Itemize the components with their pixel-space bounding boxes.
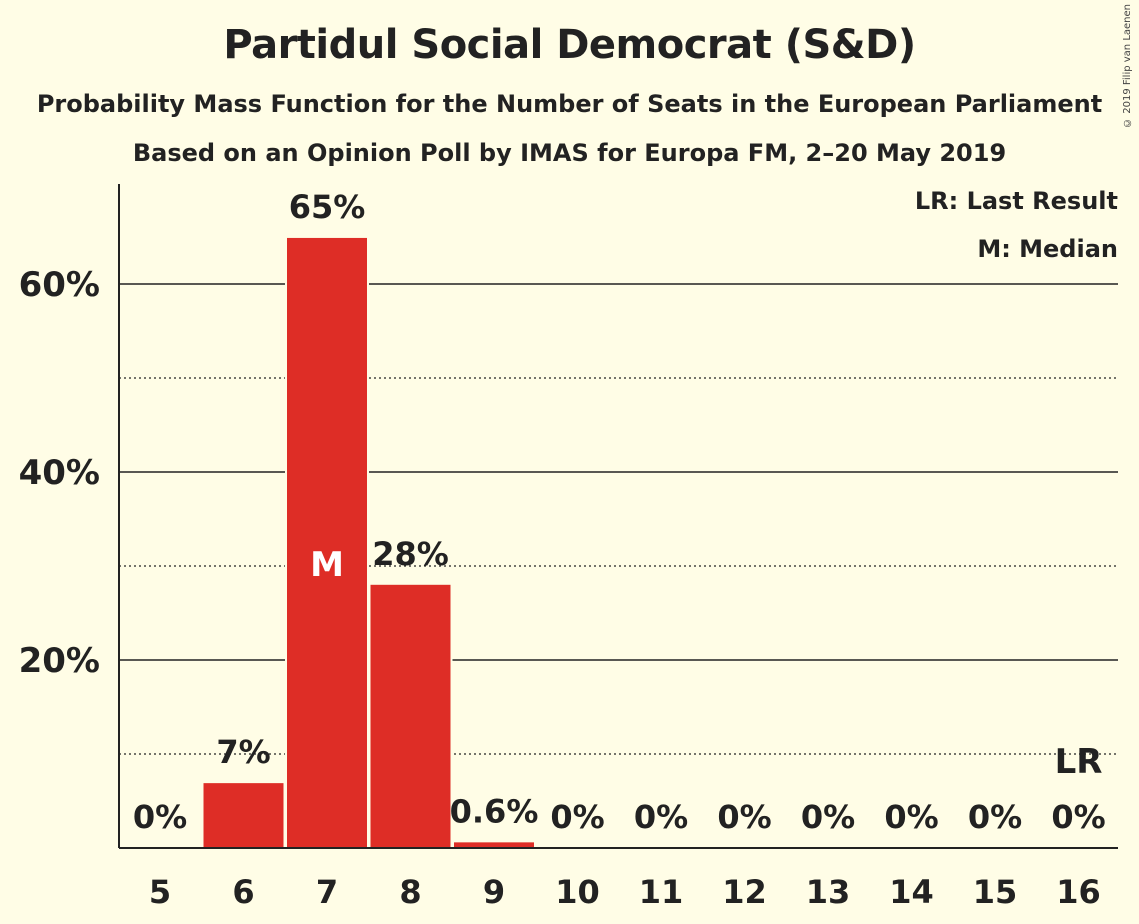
y-tick-label: 40% [19,453,100,493]
x-tick-label: 7 [316,873,338,911]
data-label: 0% [1051,798,1105,836]
legend-median: M: Median [977,235,1118,263]
x-tick-label: 10 [555,873,600,911]
chart-subtitle: Probability Mass Function for the Number… [36,90,1103,118]
x-tick-label: 12 [722,873,767,911]
chart-title: Partidul Social Democrat (S&D) [223,22,916,68]
data-label: 0% [550,798,604,836]
bar-9 [454,842,534,848]
y-tick-label: 20% [19,641,100,681]
data-label: 0% [717,798,771,836]
bars [201,235,536,848]
data-label: 28% [372,535,449,573]
bar-6 [203,783,284,848]
data-label: 0.6% [450,792,539,830]
data-label: 0% [968,798,1022,836]
axes: 20% 40% 60% 5 6 7 8 9 10 11 12 13 14 15 16 [19,184,1118,911]
x-tick-label: 13 [806,873,851,911]
data-labels: 0% 7% 65% M 28% 0.6% 0% 0% 0% 0% 0% 0% 0% LR [133,188,1106,836]
data-label: 0% [133,798,187,836]
x-tick-label: 16 [1056,873,1101,911]
bar-7 [287,237,367,848]
x-tick-label: 15 [973,873,1018,911]
x-tick-label: 8 [399,873,421,911]
data-label: 0% [801,798,855,836]
x-tick-label: 5 [149,873,171,911]
x-tick-label: 11 [639,873,684,911]
legend-last-result: LR: Last Result [915,187,1118,215]
x-tick-label: 6 [232,873,254,911]
last-result-marker: LR [1055,742,1103,782]
data-label: 7% [216,733,270,771]
data-label: 0% [634,798,688,836]
x-tick-label: 9 [483,873,505,911]
bar-8 [370,584,451,848]
x-tick-label: 14 [889,873,934,911]
data-label: 65% [289,188,366,226]
y-tick-label: 60% [19,265,100,305]
gridlines [119,283,1118,755]
chart-source: Based on an Opinion Poll by IMAS for Eur… [132,139,1007,167]
median-marker: M [310,545,344,585]
data-label: 0% [884,798,938,836]
